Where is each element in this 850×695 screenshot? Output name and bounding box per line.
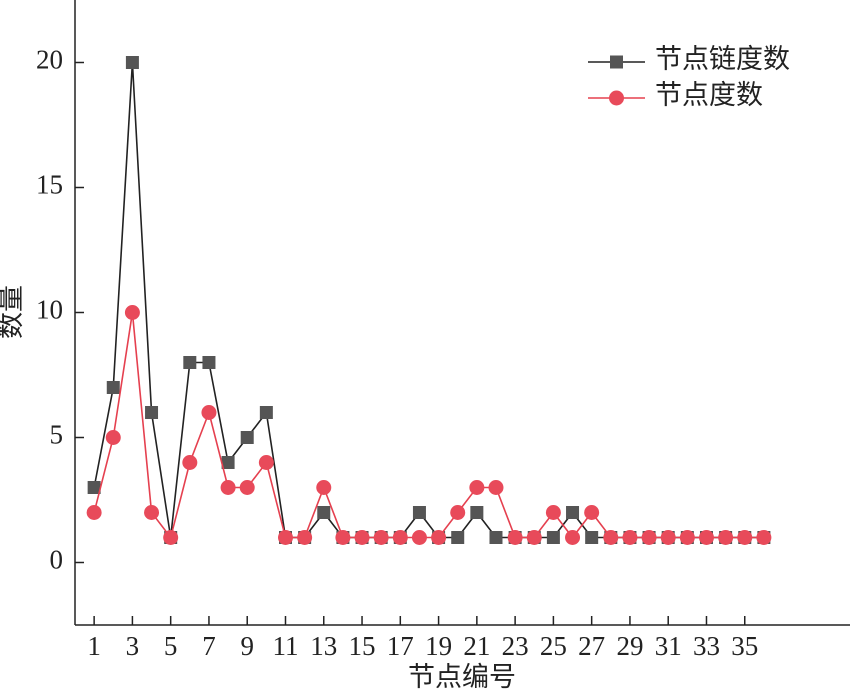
- data-point: [392, 530, 408, 545]
- data-point: [526, 530, 542, 545]
- data-point: [451, 531, 465, 544]
- data-point: [584, 505, 600, 520]
- data-point: [163, 530, 179, 545]
- data-point: [737, 530, 753, 545]
- data-point: [86, 505, 102, 520]
- data-point: [718, 530, 734, 545]
- x-tick-label: 27: [578, 631, 605, 661]
- data-point: [258, 455, 274, 470]
- data-point: [545, 505, 561, 520]
- data-point: [354, 530, 370, 545]
- data-point: [641, 530, 657, 545]
- data-point: [239, 480, 255, 495]
- data-point: [412, 506, 426, 519]
- y-tick-label: 20: [36, 45, 63, 75]
- data-point: [489, 531, 503, 544]
- x-tick-label: 9: [240, 631, 254, 661]
- data-point: [622, 530, 638, 545]
- data-point: [450, 505, 466, 520]
- data-point: [431, 530, 447, 545]
- data-point: [297, 530, 313, 545]
- data-point: [488, 480, 504, 495]
- y-tick-label: 10: [36, 295, 63, 325]
- x-tick-label: 33: [693, 631, 720, 661]
- data-point: [565, 530, 581, 545]
- data-point: [182, 455, 198, 470]
- data-point: [201, 405, 217, 420]
- data-point: [125, 56, 139, 69]
- data-point: [603, 530, 619, 545]
- data-point: [259, 406, 273, 419]
- data-point: [183, 356, 197, 369]
- x-tick-label: 19: [425, 631, 452, 661]
- data-point: [240, 431, 254, 444]
- data-point: [124, 305, 140, 320]
- x-axis-label: 节点编号: [408, 662, 516, 692]
- data-point: [469, 480, 485, 495]
- data-point: [220, 480, 236, 495]
- y-tick-label: 15: [36, 170, 63, 200]
- legend-label: 节点度数: [655, 80, 763, 110]
- x-tick-label: 35: [731, 631, 758, 661]
- data-point: [679, 530, 695, 545]
- y-tick-label: 0: [50, 545, 64, 575]
- x-tick-label: 29: [616, 631, 643, 661]
- legend-label: 节点链度数: [655, 44, 790, 74]
- series-line: [93, 312, 764, 540]
- x-tick-label: 11: [272, 631, 298, 661]
- data-point: [105, 430, 121, 445]
- data-point: [698, 530, 714, 545]
- data-point: [566, 506, 580, 519]
- data-point: [335, 530, 351, 545]
- data-point: [546, 531, 560, 544]
- data-point: [585, 531, 599, 544]
- data-point: [470, 506, 484, 519]
- x-tick-label: 15: [349, 631, 376, 661]
- data-point: [277, 530, 293, 545]
- x-tick-label: 21: [463, 631, 490, 661]
- x-tick-label: 25: [540, 631, 567, 661]
- x-tick-label: 23: [502, 631, 529, 661]
- data-point: [221, 456, 235, 469]
- data-point: [106, 381, 120, 394]
- legend-marker: [609, 90, 624, 106]
- data-point: [373, 530, 389, 545]
- data-point: [317, 506, 331, 519]
- x-tick-label: 17: [387, 631, 414, 661]
- x-tick-label: 31: [655, 631, 682, 661]
- data-point: [411, 530, 427, 545]
- legend-marker: [610, 55, 623, 69]
- data-point: [507, 530, 523, 545]
- data-point: [87, 481, 101, 494]
- y-tick-label: 5: [50, 420, 64, 450]
- y-axis-label: 数量: [0, 285, 26, 339]
- x-tick-label: 5: [164, 631, 178, 661]
- x-tick-label: 1: [87, 631, 101, 661]
- x-tick-label: 7: [202, 631, 216, 661]
- data-point: [660, 530, 676, 545]
- data-point: [316, 480, 332, 495]
- data-point: [202, 356, 216, 369]
- x-tick-label: 13: [310, 631, 337, 661]
- data-point: [756, 530, 772, 545]
- x-tick-label: 3: [126, 631, 140, 661]
- data-point: [145, 406, 159, 419]
- data-point: [144, 505, 160, 520]
